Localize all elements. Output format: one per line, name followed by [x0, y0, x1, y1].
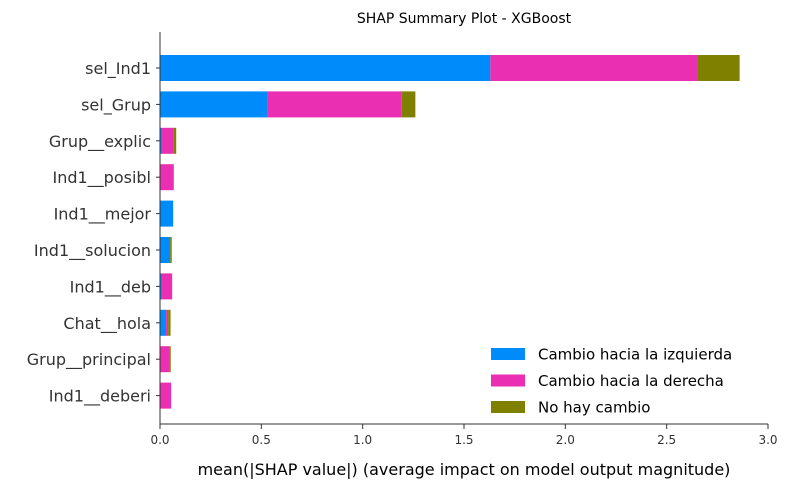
bar-Ind1__deberi-series-1 — [160, 382, 172, 409]
legend-swatch — [491, 348, 525, 360]
bar-Ind1__solucion-series-2 — [170, 237, 172, 263]
x-tick-label: 3.0 — [758, 433, 777, 447]
x-tick-label: 0.0 — [150, 433, 169, 447]
bar-sel_Grup-series-2 — [401, 91, 416, 118]
x-tick-label: 1.5 — [454, 433, 473, 447]
chart-title: SHAP Summary Plot - XGBoost — [357, 11, 572, 27]
bars-group — [160, 55, 740, 409]
bar-Ind1__solucion-series-0 — [160, 237, 171, 263]
legend: Cambio hacia la izquierda Cambio hacia la… — [491, 346, 732, 417]
bar-Grup__principal-series-2 — [169, 346, 171, 373]
category-label: Grup__principal — [27, 350, 151, 370]
x-axis-label: mean(|SHAP value|) (average impact on mo… — [198, 460, 731, 479]
bar-sel_Grup-series-0 — [160, 91, 268, 118]
x-tick-label: 0.5 — [252, 433, 271, 447]
bar-sel_Ind1-series-1 — [490, 55, 698, 81]
category-label: sel_Grup — [81, 95, 151, 115]
bar-sel_Ind1-series-0 — [160, 55, 491, 81]
category-label: Ind1__deb — [70, 277, 151, 297]
legend-label: Cambio hacia la derecha — [538, 372, 724, 390]
bar-Ind1__mejor-series-0 — [160, 200, 174, 227]
legend-label: No hay cambio — [538, 399, 650, 417]
bar-sel_Grup-series-1 — [267, 91, 402, 118]
x-tick-label: 2.0 — [556, 433, 575, 447]
category-label: sel_Ind1 — [85, 59, 151, 79]
bar-Grup__explic-series-2 — [173, 127, 177, 154]
x-ticks: 0.0 0.5 1.0 1.5 2.0 2.5 3.0 — [150, 424, 778, 447]
bar-Ind1__deb-series-0 — [160, 273, 163, 300]
bar-Chat__hola-series-0 — [160, 309, 167, 336]
category-label: Ind1__deberi — [49, 387, 151, 407]
bar-Ind1__posibl-series-1 — [160, 164, 174, 191]
bar-Grup__principal-series-1 — [160, 346, 170, 373]
bar-Grup__explic-series-1 — [162, 127, 174, 154]
category-label: Ind1__mejor — [54, 205, 152, 225]
x-tick-label: 2.5 — [657, 433, 676, 447]
category-labels: sel_Ind1 sel_Grup Grup__explic Ind1__posibl… — [27, 59, 160, 407]
legend-swatch — [491, 401, 525, 413]
bar-Ind1__deb-series-1 — [162, 273, 173, 300]
legend-swatch — [491, 374, 525, 387]
bar-Chat__hola-series-2 — [168, 309, 171, 336]
legend-label: Cambio hacia la izquierda — [538, 346, 732, 364]
category-label: Grup__explic — [49, 132, 151, 152]
bar-Chat__hola-series-1 — [166, 309, 169, 336]
x-tick-label: 1.0 — [353, 433, 372, 447]
category-label: Ind1__solucion — [34, 241, 151, 261]
bar-Grup__explic-series-0 — [160, 127, 163, 154]
bar-sel_Ind1-series-2 — [697, 55, 740, 81]
category-label: Chat__hola — [63, 314, 151, 334]
category-label: Ind1__posibl — [52, 168, 151, 188]
